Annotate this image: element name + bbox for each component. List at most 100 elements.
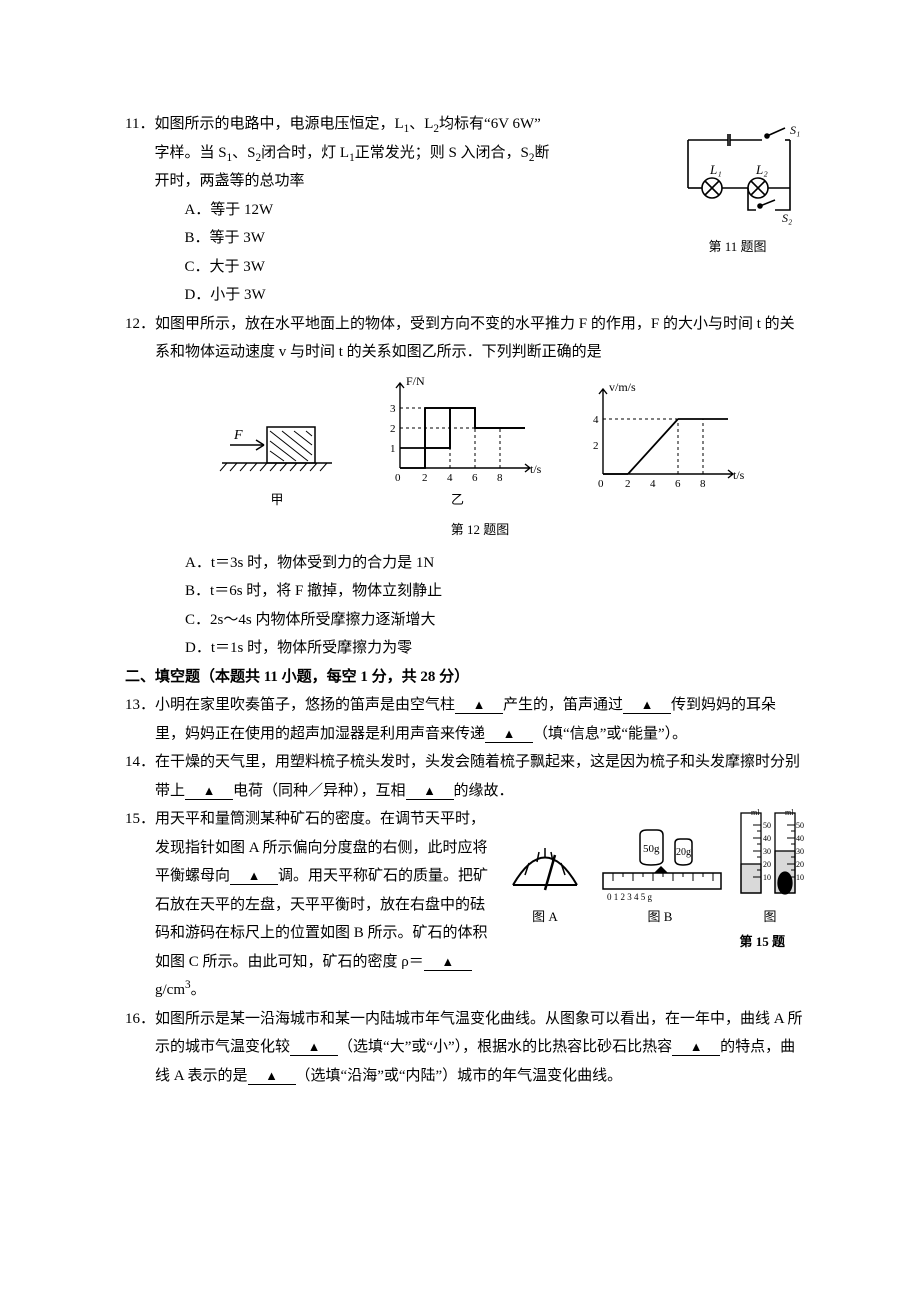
svg-text:2: 2 <box>593 440 599 452</box>
s2-label: S₂ <box>782 211 792 225</box>
blank: ▲ <box>248 1069 296 1085</box>
fig-a-label: 图 A <box>505 905 585 930</box>
balance-weights-icon: 50g 20g 0 1 2 3 4 5 g <box>595 825 725 905</box>
q12-option-c: C．2s～4s 内物体所受摩擦力逐渐增大 <box>155 606 805 635</box>
unit-ml-2: ml <box>785 808 794 817</box>
q11-figure: L₁ L₂ S₁ S₂ 第 11 题图 <box>670 110 805 260</box>
q15-caption: 第 15 题 <box>505 930 805 955</box>
q12-caption: 第 12 题图 <box>155 518 805 543</box>
q14-number: 14． <box>125 748 155 805</box>
svg-text:30: 30 <box>796 847 804 856</box>
q12-body: 如图甲所示，放在水平地面上的物体，受到方向不变的水平推力 F 的作用，F 的大小… <box>155 310 805 663</box>
question-13: 13． 小明在家里吹奏笛子，悠扬的笛声是由空气柱▲产生的，笛声通过▲传到妈妈的耳… <box>125 691 805 748</box>
question-14: 14． 在干燥的天气里，用塑料梳子梳头发时，头发会随着梳子飘起来，这是因为梳子和… <box>125 748 805 805</box>
svg-text:2: 2 <box>390 423 396 435</box>
q13-b: 产生的，笛声通过 <box>503 697 623 713</box>
q12-text: 如图甲所示，放在水平地面上的物体，受到方向不变的水平推力 F 的作用，F 的大小… <box>155 310 805 367</box>
q11-option-d: D．小于 3W <box>154 281 805 310</box>
svg-text:10: 10 <box>763 873 771 882</box>
f-axis-label: F/N <box>406 374 425 388</box>
q16-b: （选填“大”或“小”），根据水的比热容比砂石比热容 <box>338 1039 672 1055</box>
measuring-cylinders-icon: ml ml 50 40 30 20 10 50 40 30 20 10 <box>735 805 805 905</box>
fig-b-label: 图 B <box>595 905 725 930</box>
question-11: 11． <box>125 110 805 310</box>
q15-number: 15． <box>125 805 155 1005</box>
svg-text:40: 40 <box>796 834 804 843</box>
blank: ▲ <box>230 869 278 885</box>
svg-text:20: 20 <box>763 860 771 869</box>
svg-text:4: 4 <box>593 414 599 426</box>
svg-text:2: 2 <box>422 472 428 484</box>
question-12: 12． 如图甲所示，放在水平地面上的物体，受到方向不变的水平推力 F 的作用，F… <box>125 310 805 663</box>
q15-d: 。 <box>191 982 206 998</box>
svg-text:3: 3 <box>390 403 396 415</box>
question-15: 15． 图 A <box>125 805 805 1005</box>
q12-fig-ft: F/N t/s 1 2 3 0 2 4 6 8 乙 <box>370 373 545 513</box>
q14-b: 电荷（同种／异种），互相 <box>233 783 406 799</box>
question-16: 16． 如图所示是某一沿海城市和某一内陆城市年气温变化曲线。从图象可以看出，在一… <box>125 1005 805 1091</box>
blank: ▲ <box>485 727 533 743</box>
svg-text:8: 8 <box>700 478 706 490</box>
q14-body: 在干燥的天气里，用塑料梳子梳头发时，头发会随着梳子飘起来，这是因为梳子和头发摩擦… <box>155 748 805 805</box>
q12-fig-vt: v/m/s t/s 2 4 0 2 4 6 8 <box>573 379 748 512</box>
q11-number: 11． <box>125 110 154 310</box>
jia-label: 甲 <box>212 488 342 513</box>
q15-fig-c: ml ml 50 40 30 20 10 50 40 30 20 10 图 <box>735 805 805 930</box>
force-time-chart-icon: F/N t/s 1 2 3 0 2 4 6 8 <box>370 373 545 488</box>
unit-ml-1: ml <box>751 808 760 817</box>
q13-a: 小明在家里吹奏笛子，悠扬的笛声是由空气柱 <box>155 697 455 713</box>
q15-c: g/cm <box>155 982 185 998</box>
blank: ▲ <box>406 784 454 800</box>
q11-caption: 第 11 题图 <box>670 235 805 260</box>
svg-text:4: 4 <box>447 472 453 484</box>
q16-body: 如图所示是某一沿海城市和某一内陆城市年气温变化曲线。从图象可以看出，在一年中，曲… <box>155 1005 805 1091</box>
svg-text:2: 2 <box>625 478 631 490</box>
svg-text:10: 10 <box>796 873 804 882</box>
blank: ▲ <box>672 1040 720 1056</box>
circuit-diagram-icon: L₁ L₂ S₁ S₂ <box>670 110 805 235</box>
svg-text:8: 8 <box>497 472 503 484</box>
blank: ▲ <box>424 955 472 971</box>
force-f-label: F <box>233 428 243 443</box>
pointer-scale-icon <box>505 830 585 905</box>
blank: ▲ <box>623 698 671 714</box>
yi-label: 乙 <box>370 488 545 513</box>
q13-body: 小明在家里吹奏笛子，悠扬的笛声是由空气柱▲产生的，笛声通过▲传到妈妈的耳朵里，妈… <box>155 691 805 748</box>
svg-text:30: 30 <box>763 847 771 856</box>
q12-option-b: B．t＝6s 时，将 F 撤掉，物体立刻静止 <box>155 577 805 606</box>
svg-text:1: 1 <box>390 443 396 455</box>
svg-text:0: 0 <box>598 478 604 490</box>
ruler-marks: 0 1 2 3 4 5 g <box>607 892 653 902</box>
t-axis-label-1: t/s <box>530 462 542 476</box>
t-axis-label-2: t/s <box>733 468 745 482</box>
svg-text:40: 40 <box>763 834 771 843</box>
blank: ▲ <box>455 698 503 714</box>
svg-text:0: 0 <box>395 472 401 484</box>
v-axis-label: v/m/s <box>609 380 636 394</box>
q13-number: 13． <box>125 691 155 748</box>
q12-figures: F 甲 <box>155 373 805 513</box>
velocity-time-chart-icon: v/m/s t/s 2 4 0 2 4 6 8 <box>573 379 748 494</box>
weight-20g: 20g <box>676 847 691 858</box>
section-2-title: 二、填空题（本题共 11 小题，每空 1 分，共 28 分） <box>125 663 805 692</box>
s1-label: S₁ <box>790 123 800 137</box>
l1-label: L₁ <box>709 162 722 177</box>
weight-50g: 50g <box>643 843 660 855</box>
q16-d: （选填“沿海”或“内陆”）城市的年气温变化曲线。 <box>296 1068 623 1084</box>
q13-d: （填“信息”或“能量”）。 <box>533 726 687 742</box>
q15-fig-a: 图 A <box>505 830 585 930</box>
l2-label: L₂ <box>755 162 768 177</box>
q15-fig-b: 50g 20g 0 1 2 3 4 5 g 图 B <box>595 825 725 930</box>
q16-number: 16． <box>125 1005 155 1091</box>
blank: ▲ <box>185 784 233 800</box>
svg-text:6: 6 <box>675 478 681 490</box>
q15-figures: 图 A 50g <box>505 805 805 954</box>
q11-body: L₁ L₂ S₁ S₂ 第 11 题图 如图所示的电路中，电源电压恒定，L1、L… <box>154 110 805 310</box>
blank: ▲ <box>290 1040 338 1056</box>
q12-option-d: D．t＝1s 时，物体所受摩擦力为零 <box>155 634 805 663</box>
fig-c-label: 图 <box>735 905 805 930</box>
q12-option-a: A．t＝3s 时，物体受到力的合力是 1N <box>155 549 805 578</box>
svg-text:20: 20 <box>796 860 804 869</box>
q15-body: 图 A 50g <box>155 805 805 1005</box>
svg-text:50: 50 <box>796 821 804 830</box>
